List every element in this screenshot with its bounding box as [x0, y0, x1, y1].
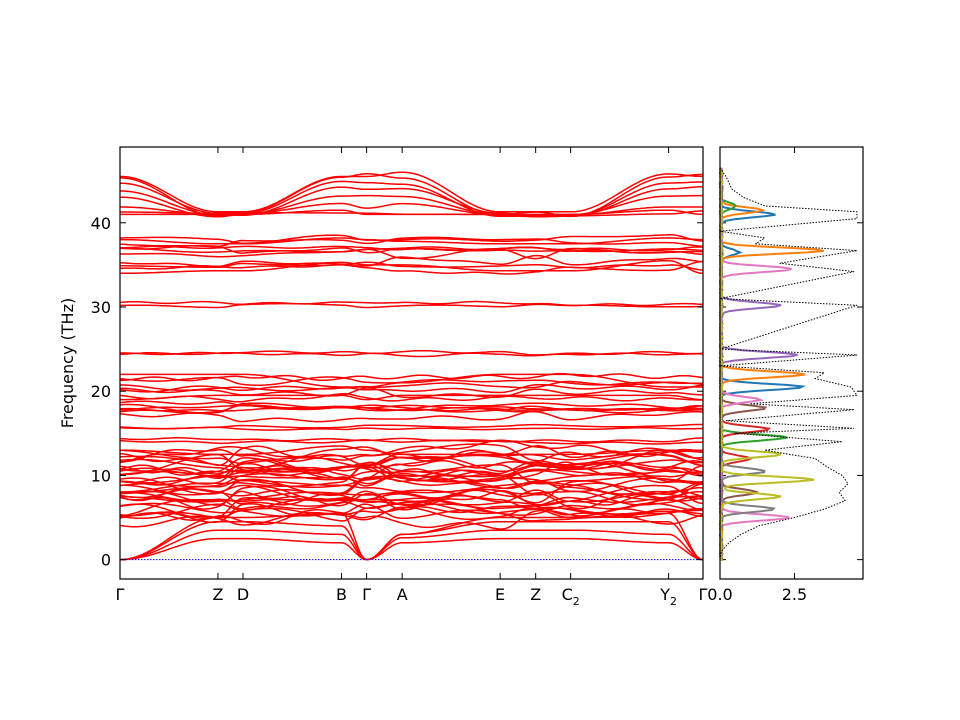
band-line	[119, 477, 704, 499]
band-line	[119, 458, 703, 483]
band-line	[119, 503, 704, 524]
band-line	[120, 259, 704, 275]
band-line	[119, 410, 704, 423]
band-line	[120, 443, 704, 467]
y-tick-label: 30	[91, 298, 111, 317]
band-line	[119, 393, 703, 403]
x-path-label: D	[237, 585, 249, 604]
x-path-label: A	[397, 585, 408, 604]
x-path-label: Γ	[116, 585, 125, 604]
band-line	[120, 186, 703, 218]
x-path-label: Γ	[699, 585, 708, 604]
band-line	[119, 404, 704, 411]
band-line	[119, 485, 704, 507]
band-line	[119, 439, 704, 445]
band-line	[119, 349, 704, 356]
x-path-label: Z	[212, 585, 223, 604]
x-path-label: Γ	[362, 585, 371, 604]
band-line	[119, 437, 704, 443]
y-tick-label: 10	[91, 466, 111, 485]
band-line	[119, 489, 704, 511]
band-line	[119, 445, 704, 467]
band-line	[119, 446, 704, 468]
band-line	[119, 383, 704, 394]
band-line	[120, 394, 703, 401]
band-line	[119, 454, 703, 473]
band-line	[120, 529, 704, 561]
band-line	[119, 470, 704, 493]
dos-x-tick-label: 0.0	[707, 585, 732, 604]
band-line	[120, 387, 703, 399]
band-line	[119, 173, 703, 218]
band-line	[120, 373, 703, 388]
x-path-label: Z	[530, 585, 541, 604]
band-line	[119, 406, 703, 412]
dos-total-curve	[719, 167, 858, 560]
y-tick-label: 0	[101, 551, 111, 570]
band-line	[119, 449, 704, 475]
band-lines	[119, 171, 704, 561]
band-line	[120, 237, 703, 245]
band-line	[119, 404, 704, 414]
x-path-label: E	[495, 585, 505, 604]
band-line	[120, 233, 704, 244]
dos-plot-frame	[719, 146, 864, 580]
band-line	[119, 260, 704, 272]
band-line	[119, 491, 704, 514]
dos-series-line	[718, 168, 815, 561]
y-tick-label: 40	[91, 214, 111, 233]
band-line	[120, 171, 704, 213]
band-line	[119, 459, 704, 483]
band-line	[119, 236, 704, 248]
band-line	[120, 537, 704, 561]
band-line	[120, 245, 704, 252]
band-line	[119, 302, 704, 309]
band-plot-frame	[119, 146, 704, 580]
dos-x-ticks: 0.0 2.5	[707, 147, 807, 604]
total-dos-line	[719, 167, 858, 560]
dos-panel: 0.0 2.5	[707, 146, 864, 604]
band-y-ticks: 0 10 20 30 40	[91, 214, 863, 570]
x-path-label: B	[336, 585, 347, 604]
band-line	[120, 372, 704, 382]
band-line	[119, 439, 704, 463]
band-line	[119, 423, 703, 430]
dos-x-tick-label: 2.5	[782, 585, 807, 604]
y-axis-label: Frequency (THz)	[58, 298, 77, 428]
y-tick-label: 20	[91, 382, 111, 401]
band-line	[119, 300, 704, 307]
band-line	[120, 180, 703, 218]
